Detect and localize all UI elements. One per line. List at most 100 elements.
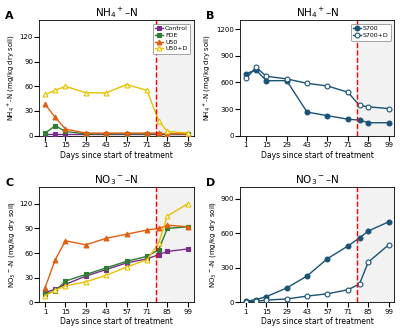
S700 [264,295,269,299]
S700+D [305,294,310,298]
FDE [185,132,190,136]
S700 [386,121,391,125]
FDE [43,292,48,296]
S700 [284,286,289,290]
Line: FDE: FDE [43,224,190,296]
Control [84,132,88,136]
U50+D [53,288,58,292]
Control [43,132,48,136]
U50 [63,239,68,243]
S700 [346,117,350,121]
FDE [124,132,129,136]
Control [53,287,58,291]
S700+D [346,90,350,94]
U50+D [124,265,129,269]
S700 [366,121,371,125]
S700+D [357,282,362,286]
Y-axis label: NO$_3$$^-$-N (mg/kg dry soil): NO$_3$$^-$-N (mg/kg dry soil) [208,201,218,289]
U50 [124,232,129,236]
Control [185,247,190,251]
U50 [43,286,48,290]
S700 [357,118,362,122]
Control [63,282,68,286]
Line: U50+D: U50+D [43,201,190,298]
S700 [244,72,248,76]
FDE [165,132,170,136]
U50+D [104,273,109,277]
Title: NH$_4$$^+$–N: NH$_4$$^+$–N [296,6,339,21]
S700+D [366,260,371,264]
U50+D [165,214,170,218]
FDE [156,132,161,136]
U50+D [156,241,161,245]
S700+D [284,297,289,301]
S700 [305,110,310,114]
S700+D [264,298,269,302]
U50 [104,236,109,240]
Control [185,132,190,136]
Line: S700+D: S700+D [244,65,391,111]
U50+D [63,84,68,88]
Control [156,253,161,257]
U50 [185,132,190,136]
Y-axis label: NH$_4$$^+$-N (mg/kg dry soil): NH$_4$$^+$-N (mg/kg dry soil) [6,35,17,122]
U50+D [165,129,170,133]
Line: FDE: FDE [43,123,190,136]
S700+D [386,107,391,111]
Control [144,257,149,261]
X-axis label: Days since start of treatment: Days since start of treatment [261,151,374,160]
S700+D [244,300,248,304]
U50 [185,225,190,229]
FDE [53,289,58,293]
U50 [63,127,68,131]
Control [53,132,58,136]
U50 [156,226,161,230]
X-axis label: Days since start of treatment: Days since start of treatment [60,317,173,326]
S700+D [386,243,391,247]
Control [165,132,170,136]
S700 [366,229,371,233]
Control [144,132,149,136]
U50 [165,132,170,136]
FDE [63,279,68,283]
Line: S700: S700 [244,68,391,125]
FDE [185,225,190,229]
S700 [386,220,391,224]
Bar [356,187,394,302]
S700 [284,79,289,83]
U50 [53,116,58,120]
U50 [84,243,88,247]
U50+D [43,93,48,97]
U50+D [53,88,58,92]
S700+D [366,105,371,109]
Line: U50: U50 [43,102,190,136]
U50 [144,228,149,232]
U50 [124,131,129,135]
S700 [325,257,330,261]
FDE [43,131,48,135]
Line: U50+D: U50+D [43,82,190,135]
S700+D [284,77,289,81]
Y-axis label: NH$_4$$^+$-N (mg/kg dry soil): NH$_4$$^+$-N (mg/kg dry soil) [202,35,213,122]
Y-axis label: NO$_3$$^-$-N (mg/kg dry soil): NO$_3$$^-$-N (mg/kg dry soil) [7,201,17,289]
X-axis label: Days since start of treatment: Days since start of treatment [60,151,173,160]
S700 [305,274,310,278]
S700+D [325,292,330,296]
Line: U50: U50 [43,223,190,290]
U50 [156,131,161,135]
Control [124,132,129,136]
U50+D [144,258,149,262]
U50+D [104,91,109,95]
Line: Control: Control [43,131,190,136]
Bar [156,21,194,135]
S700+D [254,299,258,303]
Bar [356,21,394,135]
FDE [84,273,88,277]
Control [156,132,161,136]
Line: S700: S700 [244,219,391,304]
FDE [144,132,149,136]
S700 [264,79,269,83]
Control [104,268,109,272]
Control [63,132,68,136]
Control [43,290,48,294]
